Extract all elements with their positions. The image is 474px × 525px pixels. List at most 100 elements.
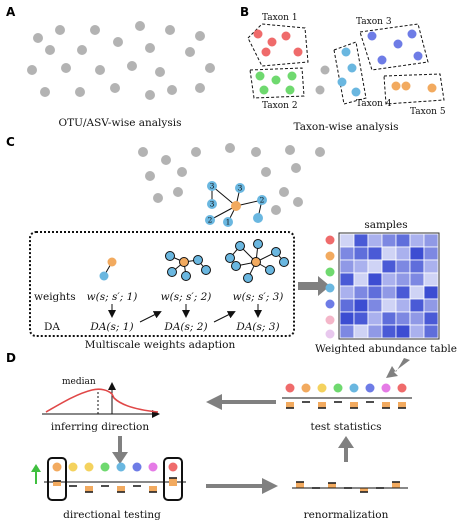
directional-testing-label: directional testing [63, 509, 161, 521]
heatmap-cell [381, 233, 397, 248]
heatmap-cell [339, 259, 355, 274]
heatmap-cell [395, 259, 411, 274]
directional-test-bar [85, 491, 93, 493]
mini-network-2 [165, 251, 211, 281]
heatmap-cell [381, 298, 397, 313]
heatmap-cell [381, 246, 397, 261]
heatmap-cell [381, 259, 397, 274]
renorm-bar [296, 482, 304, 488]
renormalization-label: renormalization [304, 509, 389, 521]
taxon-1-hull [247, 23, 309, 67]
heatmap-cell [353, 233, 369, 248]
left-highlight-box [47, 457, 67, 501]
test-stat-dot [285, 383, 295, 393]
heatmap-cell [339, 324, 355, 339]
heatmap-cell [395, 285, 411, 300]
test-stat-bar [334, 401, 342, 403]
heatmap-cell [381, 311, 397, 326]
heatmap-cell [381, 285, 397, 300]
heatmap-cell [353, 246, 369, 261]
from-table-arrow [386, 358, 410, 378]
test-stat-dot [317, 383, 327, 393]
heatmap-cell [409, 259, 425, 274]
test-stat-bar [350, 407, 358, 409]
heatmap-cell [367, 259, 383, 274]
heatmap-cell [423, 298, 439, 313]
star-node-labels: 3 3 3 2 2 1 [208, 182, 265, 227]
heatmap-cell [353, 311, 369, 326]
heatmap-cell [339, 285, 355, 300]
heatmap-cell [409, 233, 425, 248]
heatmap-cell [339, 233, 355, 248]
panel-letter-c: C [6, 135, 15, 149]
heatmap-cell [339, 311, 355, 326]
test-statistics-graphic [282, 383, 412, 409]
heatmap-cell [353, 324, 369, 339]
directional-test-dot [116, 462, 126, 472]
renorm-bar [360, 488, 368, 492]
directional-test-dot [84, 462, 94, 472]
test-stat-bar [350, 402, 358, 408]
heatmap-cell [423, 233, 439, 248]
directional-test-bar [117, 486, 125, 492]
test-stat-bar [398, 402, 406, 408]
heatmap-cell [381, 324, 397, 339]
heatmap-cell [423, 311, 439, 326]
directional-test-bar [133, 485, 141, 487]
heatmap-cell [409, 324, 425, 339]
directional-test-bar [101, 485, 109, 487]
directional-test-bar [85, 486, 93, 492]
svg-text:1: 1 [226, 218, 231, 227]
panel-letter-a: A [6, 5, 16, 19]
weight-formula-2: w(s; s′; 2) [161, 291, 212, 303]
star-nodes [205, 181, 267, 227]
panel-d: D median inferring direction test statis… [6, 351, 412, 521]
heatmap-cell [395, 272, 411, 287]
taxon-2-hull [249, 67, 305, 99]
test-stat-bar [382, 402, 390, 408]
heatmap-cell [395, 246, 411, 261]
test-stat-dot [333, 383, 343, 393]
panel-letter-d: D [6, 351, 16, 365]
direction-plot: median [42, 377, 160, 418]
directional-test-dot [132, 462, 142, 472]
test-stat-bar [318, 402, 326, 408]
da-formula-3: DA(s; 3) [235, 321, 279, 333]
directional-test-bar [149, 486, 157, 492]
otu-caption: OTU/ASV-wise analysis [59, 117, 182, 129]
heatmap-cell [353, 259, 369, 274]
directional-test-dot [148, 462, 158, 472]
renorm-bar [392, 481, 400, 483]
flow-arrows [108, 304, 262, 323]
heatmap-cell [339, 298, 355, 313]
test-stat-bar [398, 407, 406, 409]
heatmap-cell [423, 285, 439, 300]
heatmap-cell [367, 298, 383, 313]
taxon-5-hull [383, 73, 445, 105]
taxon-1-dots [253, 29, 303, 57]
heatmap-cell [353, 298, 369, 313]
heatmap-cell [409, 246, 425, 261]
taxon-5-dots [391, 81, 437, 93]
test-stat-dot [397, 383, 407, 393]
svg-text:3: 3 [210, 182, 215, 191]
sample-dots [325, 235, 335, 339]
test-stat-bar [318, 407, 326, 409]
weight-formulas: w(s; s′; 1) w(s; s′; 2) w(s; s′; 3) [87, 291, 284, 303]
network-gray-dots [138, 143, 325, 215]
svg-text:3: 3 [210, 200, 215, 209]
taxon-caption: Taxon-wise analysis [294, 121, 399, 133]
test-stat-dot [301, 383, 311, 393]
inferring-label: inferring direction [51, 421, 150, 433]
heatmap-cell [367, 272, 383, 287]
taxon-3-hull [359, 23, 429, 71]
heatmap-cell [409, 272, 425, 287]
directional-test-bar [169, 478, 177, 486]
weighted-abundance-heatmap [338, 232, 440, 340]
otu-dots [27, 21, 215, 100]
test-stat-bar [382, 407, 390, 409]
renormalization-graphic [292, 481, 408, 493]
panel-a: A OTU/ASV-wise analysis [6, 5, 215, 129]
directional-test-bar [117, 491, 125, 493]
heatmap-cell [367, 233, 383, 248]
